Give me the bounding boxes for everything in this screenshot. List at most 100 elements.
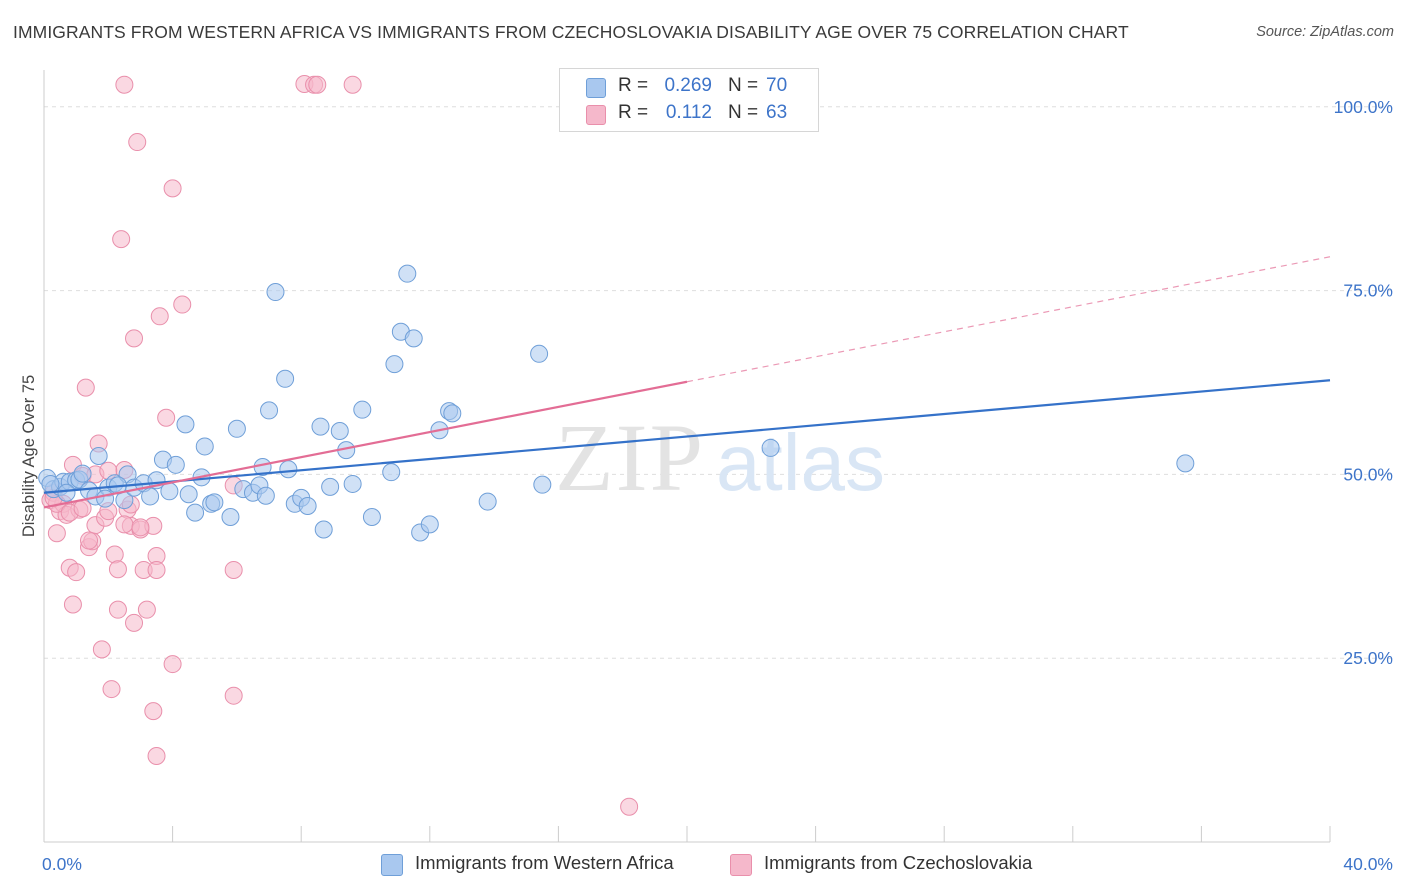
x-tick-label: 0.0%	[42, 854, 82, 874]
data-point-czechoslovakia	[163, 179, 182, 198]
bottom-legend-label: Immigrants from Czechoslovakia	[764, 852, 1033, 873]
watermark-atlas: atlas	[716, 418, 885, 507]
trendline-czechoslovakia-extension	[686, 256, 1331, 383]
data-point-western-africa	[266, 283, 285, 302]
data-point-czechoslovakia	[105, 545, 124, 564]
data-point-czechoslovakia	[157, 408, 176, 427]
legend-r-label: R =	[618, 75, 649, 96]
y-tick-label: 100.0%	[1334, 97, 1393, 117]
data-point-western-africa	[530, 344, 549, 363]
data-point-western-africa	[89, 447, 108, 465]
data-point-western-africa	[166, 455, 185, 474]
data-point-western-africa	[1176, 454, 1195, 473]
data-point-czechoslovakia	[173, 295, 192, 314]
data-point-czechoslovakia	[147, 746, 166, 765]
data-point-western-africa	[443, 404, 462, 423]
legend-r-value: 0.269	[664, 75, 712, 96]
bottom-legend-label: Immigrants from Western Africa	[415, 852, 674, 873]
data-point-western-africa	[276, 369, 295, 388]
x-tick-label: 40.0%	[1343, 854, 1393, 874]
data-point-czechoslovakia	[128, 133, 147, 152]
legend-swatch-pink	[586, 105, 606, 125]
data-point-western-africa	[256, 486, 275, 505]
data-point-western-africa	[160, 482, 179, 501]
data-point-western-africa	[179, 485, 198, 504]
trendline-czechoslovakia	[43, 380, 688, 509]
bottom-legend-swatch-pink	[730, 854, 752, 876]
data-point-czechoslovakia	[343, 75, 362, 94]
data-point-western-africa	[404, 329, 423, 348]
data-point-czechoslovakia	[137, 600, 156, 619]
legend-n-label: N =	[728, 75, 759, 96]
correlation-legend: R = 0.269 N = 70 R = 0.112 N = 63	[559, 68, 819, 132]
y-axis-label: Disability Age Over 75	[20, 375, 38, 537]
data-point-western-africa	[353, 400, 372, 419]
data-point-czechoslovakia	[108, 560, 127, 579]
y-tick-label: 75.0%	[1343, 281, 1393, 301]
data-point-western-africa	[314, 520, 333, 539]
data-point-czechoslovakia	[147, 560, 166, 579]
data-point-czechoslovakia	[76, 378, 95, 397]
data-point-western-africa	[227, 419, 246, 438]
data-point-western-africa	[362, 508, 381, 527]
data-point-western-africa	[420, 515, 439, 534]
data-point-western-africa	[533, 475, 552, 494]
data-point-czechoslovakia	[224, 686, 243, 705]
data-point-western-africa	[321, 477, 340, 496]
data-point-western-africa	[343, 474, 362, 493]
data-point-czechoslovakia	[125, 329, 144, 348]
data-point-czechoslovakia	[73, 499, 92, 518]
data-point-czechoslovakia	[150, 307, 169, 326]
legend-r-value: 0.112	[665, 102, 712, 123]
data-point-western-africa	[761, 438, 780, 457]
data-point-western-africa	[73, 464, 92, 483]
data-point-western-africa	[176, 415, 195, 434]
data-point-western-africa	[221, 508, 240, 527]
data-point-czechoslovakia	[108, 600, 127, 619]
data-point-czechoslovakia	[63, 595, 82, 614]
y-tick-label: 50.0%	[1343, 464, 1393, 484]
data-point-western-africa	[330, 422, 349, 441]
legend-n-value: 70	[766, 75, 788, 96]
data-point-western-africa	[478, 492, 497, 511]
data-point-czechoslovakia	[112, 230, 131, 249]
data-point-czechoslovakia	[92, 640, 111, 659]
data-point-western-africa	[195, 437, 214, 456]
watermark-zip: ZIP	[555, 404, 705, 511]
data-point-czechoslovakia	[131, 518, 150, 537]
data-point-western-africa	[298, 496, 317, 515]
data-point-czechoslovakia	[620, 797, 639, 816]
data-point-czechoslovakia	[47, 524, 66, 543]
legend-r-label: R =	[618, 102, 649, 123]
legend-n-label: N =	[728, 102, 759, 123]
data-point-czechoslovakia	[163, 655, 182, 674]
data-point-western-africa	[141, 487, 160, 506]
data-point-western-africa	[57, 483, 76, 502]
data-point-czechoslovakia	[80, 531, 99, 550]
data-point-czechoslovakia	[308, 75, 327, 94]
data-point-western-africa	[186, 503, 205, 522]
trendline-western-africa	[43, 379, 1331, 494]
data-point-western-africa	[260, 401, 279, 420]
data-point-western-africa	[311, 417, 330, 436]
data-point-czechoslovakia	[144, 702, 163, 721]
data-point-czechoslovakia	[115, 515, 134, 534]
data-point-western-africa	[382, 463, 401, 482]
data-point-western-africa	[41, 474, 60, 493]
y-tick-label: 25.0%	[1343, 648, 1393, 668]
legend-n-value: 63	[766, 102, 788, 123]
data-point-western-africa	[398, 264, 417, 283]
legend-swatch-blue	[586, 78, 606, 98]
data-point-czechoslovakia	[67, 563, 86, 582]
data-point-czechoslovakia	[102, 680, 121, 699]
chart-title: IMMIGRANTS FROM WESTERN AFRICA VS IMMIGR…	[13, 22, 1129, 42]
data-point-western-africa	[279, 460, 298, 479]
data-point-western-africa	[205, 493, 224, 512]
data-point-western-africa	[385, 355, 404, 374]
data-point-czechoslovakia	[224, 560, 243, 579]
data-point-czechoslovakia	[115, 75, 134, 94]
source-label: Source: ZipAtlas.com	[1256, 24, 1394, 40]
bottom-legend-swatch-blue	[381, 854, 403, 876]
data-point-czechoslovakia	[125, 613, 144, 632]
